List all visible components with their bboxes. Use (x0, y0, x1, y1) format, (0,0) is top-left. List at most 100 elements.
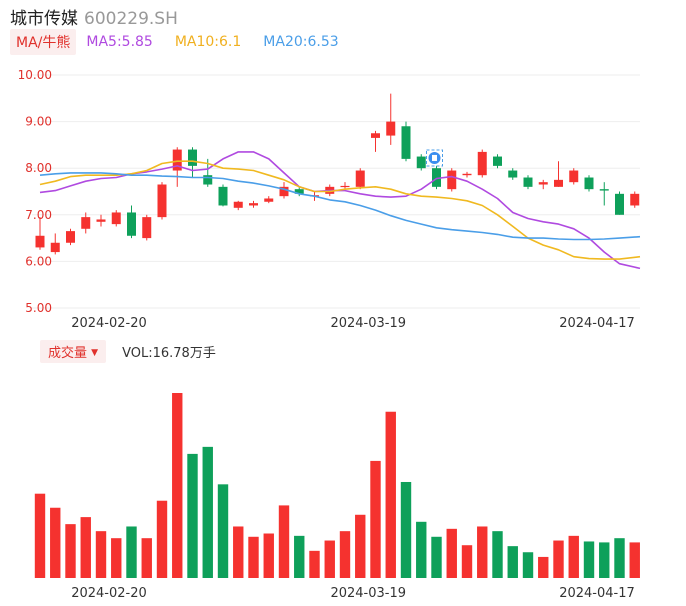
volume-bar[interactable] (568, 535, 579, 578)
volume-bar[interactable] (416, 521, 427, 578)
candle-body[interactable] (279, 186, 289, 197)
volume-bar[interactable] (34, 493, 46, 578)
candle-body[interactable] (371, 133, 380, 138)
candle-body[interactable] (386, 121, 396, 136)
volume-bar[interactable] (355, 514, 366, 578)
volume-bar[interactable] (446, 528, 457, 578)
ma10-label: MA10:6.1 (174, 34, 242, 50)
volume-bar[interactable] (50, 507, 61, 578)
volume-bar[interactable] (294, 535, 305, 578)
volume-bar[interactable] (95, 531, 107, 578)
candle-body[interactable] (96, 219, 106, 222)
volume-bar[interactable] (431, 536, 442, 578)
event-marker-frame (426, 149, 443, 167)
ma20-label: MA20:6.53 (263, 34, 339, 50)
candle-body[interactable] (538, 182, 548, 185)
candle-body[interactable] (477, 151, 487, 176)
candle-body[interactable] (35, 235, 45, 248)
candle-body[interactable] (447, 170, 457, 190)
candle-body[interactable] (599, 189, 609, 191)
candle-body[interactable] (233, 201, 243, 208)
candle-body[interactable] (493, 156, 502, 166)
candle-body[interactable] (50, 242, 60, 253)
volume-bar[interactable] (339, 531, 351, 578)
volume-bar[interactable] (370, 460, 381, 578)
volume-bar[interactable] (461, 545, 473, 578)
candle-body[interactable] (401, 126, 411, 159)
y-tick-label: 6.00 (25, 254, 52, 268)
volume-legend: 成交量 ▼ VOL:16.78万手 (40, 339, 216, 363)
candle-body[interactable] (127, 212, 136, 236)
candle-body[interactable] (462, 173, 472, 176)
candle-body[interactable] (264, 198, 274, 202)
candle-body[interactable] (66, 231, 75, 243)
ma-toggle-button[interactable]: MA/牛熊 (10, 29, 77, 55)
candle-body[interactable] (218, 186, 228, 206)
y-tick-label: 10.00 (18, 68, 52, 82)
candle-body[interactable] (294, 189, 304, 194)
volume-bar[interactable] (477, 526, 488, 578)
candle-body[interactable] (355, 170, 365, 187)
ma5-line (39, 151, 641, 270)
volume-bar[interactable] (538, 556, 549, 578)
volume-bar[interactable] (65, 524, 76, 578)
volume-bar[interactable] (385, 411, 396, 578)
volume-bar[interactable] (278, 505, 290, 578)
volume-bar[interactable] (172, 393, 183, 578)
x-tick-label: 2024-02-20 (71, 316, 147, 331)
volume-bar[interactable] (629, 542, 640, 578)
candle-body[interactable] (111, 212, 121, 225)
volume-bar[interactable] (599, 542, 610, 578)
x-tick-label: 2024-04-17 (559, 316, 635, 331)
candle-body[interactable] (81, 217, 91, 229)
ma-legend: MA/牛熊 MA5:5.85 MA10:6.1 MA20:6.53 (10, 29, 339, 55)
news-marker-glyph (432, 154, 437, 161)
stock-title: 城市传媒 600229.SH (10, 4, 178, 29)
ma10-line (39, 160, 641, 260)
volume-bar[interactable] (614, 538, 625, 578)
volume-bar[interactable] (324, 540, 335, 578)
candle-body[interactable] (615, 193, 624, 215)
volume-bar[interactable] (156, 500, 168, 578)
volume-value: VOL:16.78万手 (122, 345, 216, 361)
volume-bar[interactable] (233, 526, 244, 578)
candle-body[interactable] (249, 203, 258, 206)
candle-body[interactable] (188, 149, 197, 166)
candle-body[interactable] (157, 184, 167, 218)
candle-body[interactable] (203, 175, 213, 185)
volume-bar[interactable] (400, 481, 412, 578)
candle-body[interactable] (416, 156, 426, 169)
candle-body[interactable] (172, 149, 182, 171)
candle-body[interactable] (523, 177, 533, 187)
candle-body[interactable] (554, 179, 563, 187)
candle-body[interactable] (584, 177, 594, 190)
candle-body[interactable] (142, 217, 152, 239)
volume-bar[interactable] (309, 550, 320, 578)
volume-bar[interactable] (263, 533, 274, 578)
volume-bar[interactable] (80, 517, 91, 578)
candle-body[interactable] (569, 170, 579, 183)
volume-bar[interactable] (507, 546, 518, 578)
volume-bar[interactable] (492, 531, 503, 578)
volume-bar[interactable] (217, 484, 229, 578)
volume-bar[interactable] (583, 541, 595, 578)
y-tick-label: 7.00 (25, 208, 52, 222)
volume-bar[interactable] (111, 538, 122, 578)
candle-body[interactable] (508, 170, 518, 178)
x-tick-label: 2024-03-19 (330, 316, 406, 331)
volume-bar[interactable] (202, 446, 213, 578)
volume-indicator-dropdown[interactable]: 成交量 ▼ (40, 339, 107, 363)
ma20-line (39, 172, 641, 241)
volume-bar[interactable] (522, 552, 534, 578)
volume-bar[interactable] (126, 526, 137, 578)
y-tick-label: 9.00 (25, 115, 52, 129)
volume-x-tick-label: 2024-03-19 (330, 586, 406, 601)
candle-body[interactable] (432, 168, 441, 187)
volume-bar[interactable] (187, 453, 198, 578)
volume-bar[interactable] (141, 538, 152, 578)
candle-body[interactable] (630, 193, 640, 206)
volume-bar[interactable] (248, 536, 259, 578)
candle-body[interactable] (340, 185, 350, 188)
volume-bar[interactable] (553, 540, 564, 578)
